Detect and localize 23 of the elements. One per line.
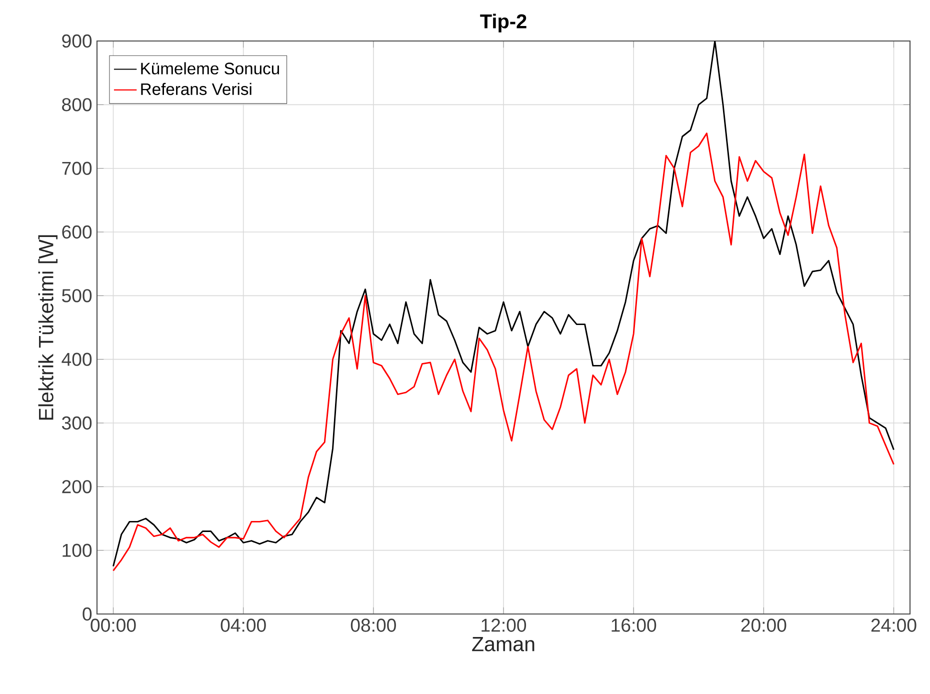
- y-tick-label: 700: [62, 162, 92, 175]
- y-tick-label: 600: [62, 225, 92, 239]
- y-tick-label: 0: [82, 607, 92, 621]
- y-tick-label: 800: [62, 98, 92, 112]
- x-tick-label: 04:00: [220, 618, 266, 632]
- x-tick-label: 08:00: [350, 618, 396, 632]
- y-tick-label: 900: [62, 34, 92, 48]
- x-tick-label: 20:00: [741, 618, 786, 632]
- chart-title: Tip-2: [480, 14, 526, 32]
- x-tick-label: 12:00: [482, 618, 526, 632]
- legend-label: Kümeleme Sonucu: [141, 62, 279, 74]
- y-tick-label: 500: [62, 289, 92, 302]
- legend-label: Referans Verisi: [141, 82, 252, 96]
- y-tick-label: 300: [62, 416, 92, 430]
- y-tick-label: 100: [62, 544, 92, 557]
- y-tick-label: 200: [62, 480, 92, 494]
- x-axis-title: Zaman: [472, 636, 534, 652]
- y-axis-title: Elektrik Tüketimi [W]: [38, 235, 58, 420]
- y-tick-label: 400: [62, 352, 92, 366]
- line-series: [112, 132, 894, 572]
- x-tick-label: 00:00: [90, 618, 136, 632]
- x-tick-label: 24:00: [871, 618, 916, 632]
- x-tick-label: 16:00: [612, 618, 656, 632]
